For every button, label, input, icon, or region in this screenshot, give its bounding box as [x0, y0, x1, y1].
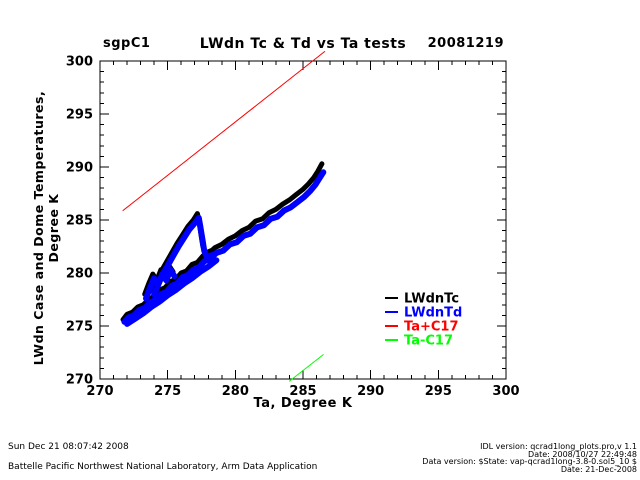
- data-date-label: 20081219: [427, 36, 504, 51]
- x-tick-label: 280: [222, 384, 249, 399]
- legend-label-Ta-C17: Ta-C17: [404, 334, 453, 349]
- series-segment: [122, 51, 326, 211]
- x-tick-label: 275: [154, 384, 181, 399]
- legend-label-LWdnTc: LWdnTc: [404, 292, 459, 307]
- y-tick-label: 290: [66, 161, 93, 176]
- series-Ta-C17: [289, 354, 324, 382]
- idl-date-line: Date: 2008/10/27 22:49:48: [528, 449, 637, 459]
- series-segment: [121, 169, 327, 325]
- process-date-line: Date: 21-Dec-2008: [560, 464, 637, 474]
- version-info-block: IDL version: qcrad1long_plots.pro,v 1.1 …: [422, 443, 637, 473]
- series-segment: [120, 161, 325, 323]
- data-version-line: Data version: $State: vap-qcrad1long-3.8…: [422, 457, 637, 466]
- x-tick-label: 270: [86, 384, 113, 399]
- legend-label-LWdnTd: LWdnTd: [404, 306, 462, 321]
- x-tick-label: 290: [357, 384, 384, 399]
- plot-title: LWdn Tc & Td vs Ta tests: [199, 36, 407, 52]
- organization-label: Battelle Pacific Northwest National Labo…: [8, 462, 318, 472]
- series-LWdnTd: [121, 169, 327, 327]
- axes: [99, 60, 507, 380]
- x-axis-label: Ta, Degree K: [253, 396, 353, 411]
- y-tick-label: 285: [66, 214, 93, 229]
- y-tick-label: 300: [66, 55, 93, 70]
- series-segment: [289, 354, 324, 382]
- y-tick-label: 295: [66, 108, 93, 123]
- series-Ta+C17: [122, 51, 326, 211]
- y-tick-label: 270: [66, 373, 93, 388]
- x-tick-label: 285: [289, 384, 316, 399]
- series-segment: [124, 257, 220, 327]
- x-tick-label: 300: [492, 384, 519, 399]
- y-tick-label: 280: [66, 267, 93, 282]
- legend-label-Ta+C17: Ta+C17: [404, 320, 459, 335]
- series-segment: [151, 214, 216, 298]
- series-segment: [143, 266, 178, 302]
- tick-labels: 270 275 280 285 290 295 300 270 275 280 285 290 295 3…: [66, 55, 520, 400]
- site-label: sgpC1: [103, 36, 151, 51]
- creation-timestamp: Sun Dec 21 08:07:42 2008: [8, 442, 129, 452]
- y-tick-label: 275: [66, 320, 93, 335]
- idl-version-line: IDL version: qcrad1long_plots.pro,v 1.1: [480, 442, 637, 451]
- x-tick-label: 295: [425, 384, 452, 399]
